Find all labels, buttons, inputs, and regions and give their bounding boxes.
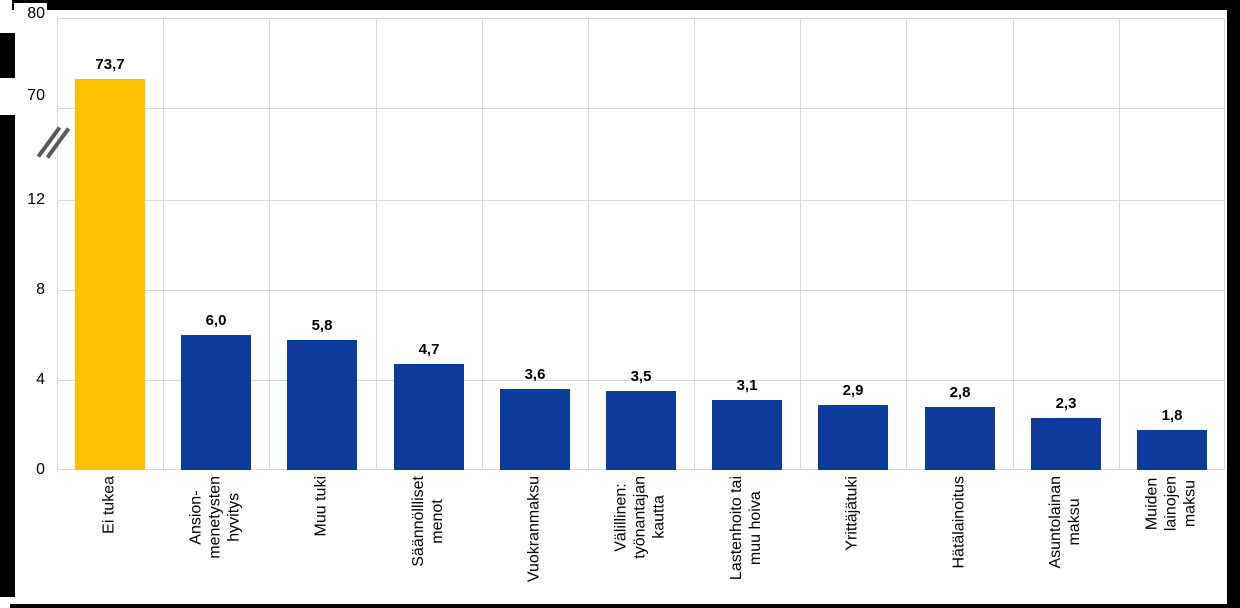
gridline-vertical [906, 18, 907, 470]
category-label: Ansion- menetysten hyvitys [187, 476, 243, 559]
y-tick-label-80: 80 [27, 5, 45, 22]
bar-value-label: 2,3 [1055, 395, 1077, 412]
bar-value-label: 1,8 [1161, 407, 1183, 424]
gridline-vertical [588, 18, 589, 470]
bar [181, 335, 251, 470]
bar [606, 391, 676, 470]
category-label: Ei tukea [100, 476, 118, 534]
frame-bottom [10, 604, 1240, 608]
bar [287, 340, 357, 470]
category-label: Yrittäjätuki [843, 476, 861, 551]
bar-value-label: 3,5 [630, 368, 652, 385]
gridline-vertical [163, 18, 164, 470]
bar [818, 405, 888, 470]
y-tick-label: 8 [36, 281, 45, 298]
frame-top [12, 0, 1240, 10]
gridline-vertical [1013, 18, 1014, 470]
gridline-vertical [482, 18, 483, 470]
bar-value-label: 3,6 [524, 366, 546, 383]
category-label: Säännöllliset menot [410, 476, 446, 567]
gridline-vertical [376, 18, 377, 470]
bar [500, 389, 570, 470]
gridline-horizontal [57, 380, 1225, 381]
y-tick-label: 12 [27, 191, 45, 208]
gridline-horizontal [57, 290, 1225, 291]
frame-right [1227, 0, 1240, 608]
frame-left-strip [0, 33, 15, 597]
bar [1031, 418, 1101, 470]
gridline-vertical [694, 18, 695, 470]
bar-value-label: 5,8 [311, 317, 333, 334]
category-label: Hätälainoitus [950, 476, 968, 569]
bar-value-label: 3,1 [736, 377, 758, 394]
bar-value-label: 6,0 [205, 312, 227, 329]
bar-value-label: 73,7 [95, 56, 125, 73]
bar [925, 407, 995, 470]
category-label: Lastenhoito tai muu hoiva [728, 476, 764, 581]
category-label: Muu tuki [312, 476, 330, 537]
category-label: Muiden lainojen maksu [1143, 476, 1199, 532]
bar [75, 79, 145, 470]
bar [1137, 430, 1207, 470]
gridline-horizontal [57, 200, 1225, 201]
ytick-70-chip [0, 78, 50, 115]
bar-value-label: 2,9 [842, 382, 864, 399]
ytick-80-chip [14, 3, 47, 31]
gridline-vertical [1119, 18, 1120, 470]
category-label: Vuokranmaksu [525, 476, 543, 583]
category-label: Välillinen: työnantajan kautta [612, 476, 668, 559]
bar-value-label: 4,7 [418, 341, 440, 358]
bar [712, 400, 782, 470]
gridline-horizontal [57, 108, 1225, 109]
bar [394, 364, 464, 470]
gridline-vertical [269, 18, 270, 470]
y-tick-label-70: 70 [27, 87, 45, 104]
y-tick-label: 0 [36, 461, 45, 478]
gridline-vertical [800, 18, 801, 470]
category-label: Asuntolainan maksu [1047, 476, 1083, 569]
y-tick-label: 4 [36, 371, 45, 388]
bar-value-label: 2,8 [949, 384, 971, 401]
